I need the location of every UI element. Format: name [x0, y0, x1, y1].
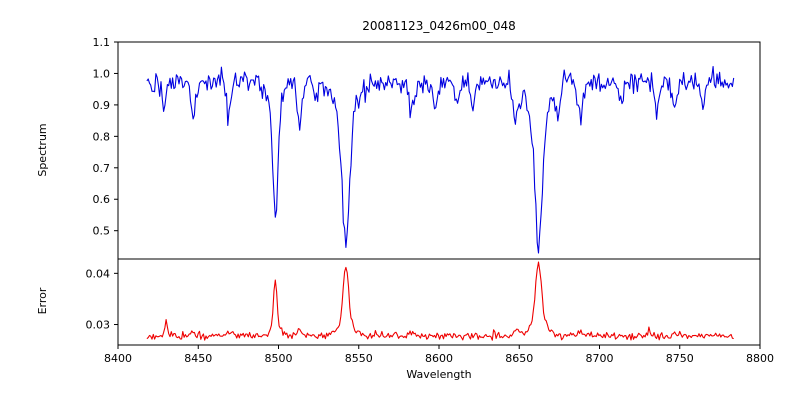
spectrum-y-tick-label: 1.0 — [93, 67, 111, 80]
error-panel-frame — [117, 258, 761, 346]
spectrum-y-axis-ticks: 0.5 0.6 0.7 0.8 0.9 1.0 1.1 — [93, 36, 118, 238]
spectrum-y-tick-label: 1.1 — [93, 36, 111, 49]
x-tick-label: 8400 — [104, 352, 132, 365]
spectrum-y-tick-label: 0.5 — [93, 225, 111, 238]
x-tick-label: 8450 — [184, 352, 212, 365]
x-tick-label: 8750 — [666, 352, 694, 365]
spectrum-y-tick-label: 0.7 — [93, 162, 111, 175]
x-tick-label: 8550 — [345, 352, 373, 365]
spectrum-yaxis-label: Spectrum — [36, 123, 49, 176]
spectrum-panel-frame — [117, 41, 761, 260]
x-tick-label: 8600 — [425, 352, 453, 365]
error-line — [146, 261, 734, 341]
x-tick-label: 8700 — [586, 352, 614, 365]
xaxis-label: Wavelength — [406, 368, 471, 381]
error-yaxis-label: Error — [36, 287, 49, 314]
error-y-tick-label: 0.03 — [86, 319, 111, 332]
spectrum-line — [146, 65, 735, 254]
spectrum-y-tick-label: 0.6 — [93, 193, 111, 206]
spectrum-y-tick-label: 0.8 — [93, 130, 111, 143]
error-y-axis-ticks: 0.03 0.04 — [86, 267, 118, 332]
x-tick-label: 8650 — [505, 352, 533, 365]
x-tick-label: 8500 — [265, 352, 293, 365]
x-axis-ticks: 8400 8450 8500 8550 8600 8650 8700 8750 8800 — [104, 345, 774, 365]
error-y-tick-label: 0.04 — [86, 267, 111, 280]
chart-title: 20081123_0426m00_048 — [362, 19, 515, 33]
spectrum-y-tick-label: 0.9 — [93, 99, 111, 112]
x-tick-label: 8800 — [746, 352, 774, 365]
